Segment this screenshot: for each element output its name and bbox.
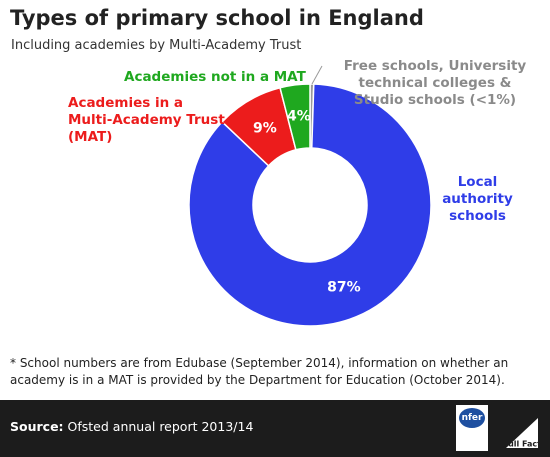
logo-text: Full Fact xyxy=(503,440,541,449)
logo-text: nfer xyxy=(459,408,485,428)
chart: 87% 9% 4% xyxy=(188,65,432,327)
slice xyxy=(188,83,432,327)
source-text: Ofsted annual report 2013/14 xyxy=(67,419,254,434)
logo-shape xyxy=(506,418,538,448)
chart-title: Types of primary school in England xyxy=(10,6,424,30)
logo-nfer: nfer xyxy=(456,405,488,451)
value-label: 9% xyxy=(253,120,277,136)
slice xyxy=(279,83,311,151)
footnote: * School numbers are from Edubase (Septe… xyxy=(10,356,509,387)
category-label: Local authority schools xyxy=(442,174,513,224)
category-label: Academies in a Multi-Academy Trust (MAT) xyxy=(68,95,225,145)
category-label: Academies not in a MAT xyxy=(124,69,306,85)
chart-subtitle: Including academies by Multi-Academy Tru… xyxy=(11,38,302,53)
leader-line xyxy=(311,65,323,85)
value-label: 4% xyxy=(287,109,311,125)
source: Source: Ofsted annual report 2013/14 xyxy=(10,419,253,434)
source-label: Source: xyxy=(10,419,64,434)
logo-fullfact: Full Fact xyxy=(503,418,541,449)
category-label: Free schools, University technical colle… xyxy=(343,58,527,108)
value-label: 87% xyxy=(327,279,361,295)
